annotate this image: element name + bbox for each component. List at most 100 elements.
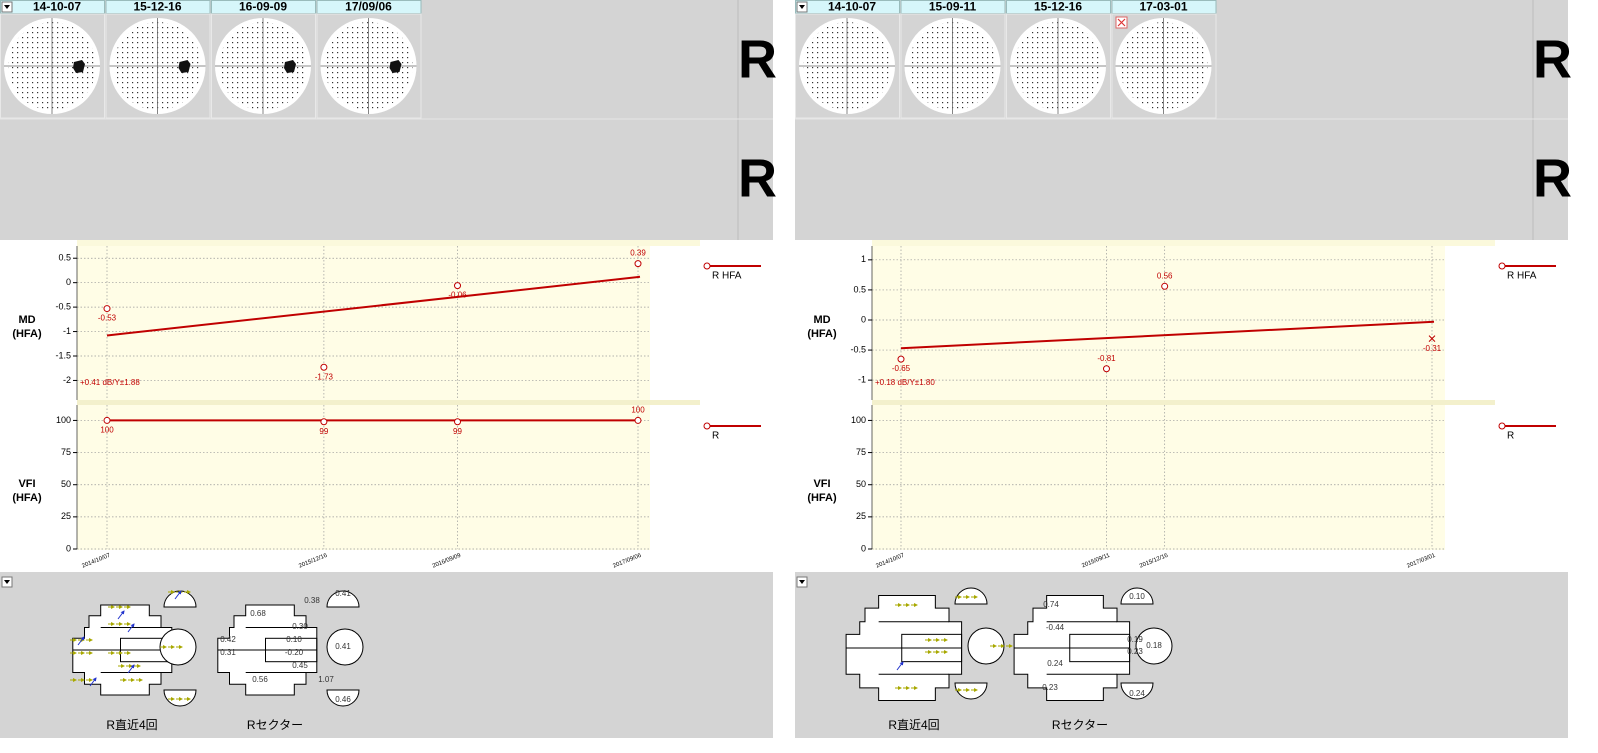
- semicircle: [326, 689, 360, 707]
- plot-strip: [872, 400, 1495, 405]
- data-point: [320, 418, 328, 426]
- data-label: 100: [100, 426, 114, 435]
- y-tick-label: 50: [856, 479, 866, 489]
- legend-marker: [703, 262, 711, 270]
- plot-area: [77, 405, 650, 550]
- sector-value: 0.42: [220, 635, 236, 644]
- y-tick-label: -0.5: [55, 301, 71, 311]
- data-label: -0.53: [98, 314, 117, 323]
- thumbnail-cell: [1006, 13, 1111, 119]
- eye-label: R: [1533, 29, 1572, 89]
- plot-strip: [77, 240, 700, 246]
- data-point: [1161, 282, 1169, 290]
- sector-value: 0.23: [1127, 647, 1143, 656]
- data-label: -1.73: [315, 372, 334, 381]
- center-circle: [326, 628, 364, 666]
- date-tab-label: 17/09/06: [345, 0, 392, 14]
- data-point: [320, 363, 328, 371]
- data-point: [1428, 335, 1436, 342]
- sector-inner: [265, 637, 318, 663]
- axis-title: (HFA): [807, 492, 837, 504]
- trend-arrow: [174, 590, 182, 600]
- data-point: [1102, 365, 1110, 373]
- sector-value: -0.44: [1046, 623, 1065, 632]
- y-tick-label: 25: [856, 511, 866, 521]
- data-label: 99: [319, 427, 328, 436]
- data-point: [634, 416, 642, 424]
- date-tab-label: 14-10-07: [33, 0, 81, 14]
- y-tick-label: -2: [63, 375, 71, 385]
- sector-value: 0.68: [250, 609, 266, 618]
- data-label: -0.65: [892, 364, 911, 373]
- axis-title: MD: [813, 314, 830, 326]
- y-tick-label: 0: [66, 277, 71, 287]
- excluded-x: [1117, 18, 1126, 27]
- data-label: -0.31: [1423, 344, 1442, 353]
- semicircle: [1120, 682, 1154, 700]
- sector-value: 0.74: [1043, 600, 1059, 609]
- legend-marker: [1498, 422, 1506, 430]
- trend-line: [106, 275, 641, 337]
- sector-value: 0.41: [335, 642, 351, 651]
- data-point: [103, 305, 111, 313]
- plot-strip: [77, 400, 700, 405]
- thumbnail-cell: [0, 13, 105, 119]
- sector-value: 0.24: [1129, 689, 1145, 698]
- data-point: [897, 355, 905, 363]
- legend-label: R HFA: [712, 271, 742, 282]
- thumbnail-cell: [316, 13, 422, 119]
- y-tick-label: 0: [861, 543, 866, 553]
- axis-title: (HFA): [807, 328, 837, 340]
- sector-value: 0.38: [304, 596, 320, 605]
- date-tab-label: 15-12-16: [1034, 0, 1082, 14]
- y-tick-label: -0.5: [850, 344, 866, 354]
- sector-value: 0.19: [1127, 635, 1143, 644]
- legend-label: R: [712, 431, 719, 442]
- eye-label: R: [738, 29, 777, 89]
- axis-title: MD: [18, 314, 35, 326]
- panel: 14-10-07 15-12-16 16-09-09 17/09/06RR2014/1…: [0, 0, 777, 738]
- trend-arrow: [117, 610, 125, 620]
- eye-label: R: [738, 148, 777, 208]
- eye-label: R: [1533, 148, 1572, 208]
- sector-value: 0.23: [1042, 683, 1058, 692]
- defect-spot: [284, 60, 296, 73]
- y-tick-label: 0: [66, 543, 71, 553]
- sector-value: 0.45: [292, 661, 308, 670]
- sector-title: R直近4回: [888, 718, 939, 732]
- axis-title: VFI: [813, 478, 830, 490]
- sector-value: 0.46: [335, 695, 351, 704]
- data-label: 100: [631, 406, 645, 415]
- legend-label: R: [1507, 431, 1514, 442]
- axis-title: (HFA): [12, 328, 42, 340]
- data-point: [103, 416, 111, 424]
- sector-inner: [901, 633, 963, 663]
- data-point: [634, 260, 642, 268]
- plot-area: [77, 246, 650, 400]
- sector-title: Rセクター: [247, 718, 303, 732]
- plot-strip: [872, 240, 1495, 246]
- data-label: 0.39: [630, 249, 646, 258]
- legend-label: R HFA: [1507, 271, 1537, 282]
- trend-arrow: [89, 677, 97, 687]
- trend-arrow: [127, 623, 135, 633]
- plot-area: [872, 405, 1445, 550]
- sector-value: 0.10: [1129, 592, 1145, 601]
- y-tick-label: 0: [861, 314, 866, 324]
- date-tab-label: 15-09-11: [929, 0, 977, 14]
- dropdown-arrow: [799, 580, 805, 584]
- trend-arrow: [77, 636, 85, 646]
- sector-title: R直近4回: [106, 718, 157, 732]
- defect-spot: [178, 60, 191, 73]
- slope-annotation: +0.41 dB/Y±1.88: [80, 378, 140, 387]
- y-tick-label: 50: [61, 479, 71, 489]
- sector-value: 0.10: [286, 635, 302, 644]
- y-tick-label: 100: [56, 415, 71, 425]
- y-tick-label: 1: [861, 254, 866, 264]
- trend-line: [900, 320, 1435, 350]
- legend-marker: [703, 422, 711, 430]
- sector-value: 0.41: [335, 589, 351, 598]
- sector-value: -0.20: [285, 648, 304, 657]
